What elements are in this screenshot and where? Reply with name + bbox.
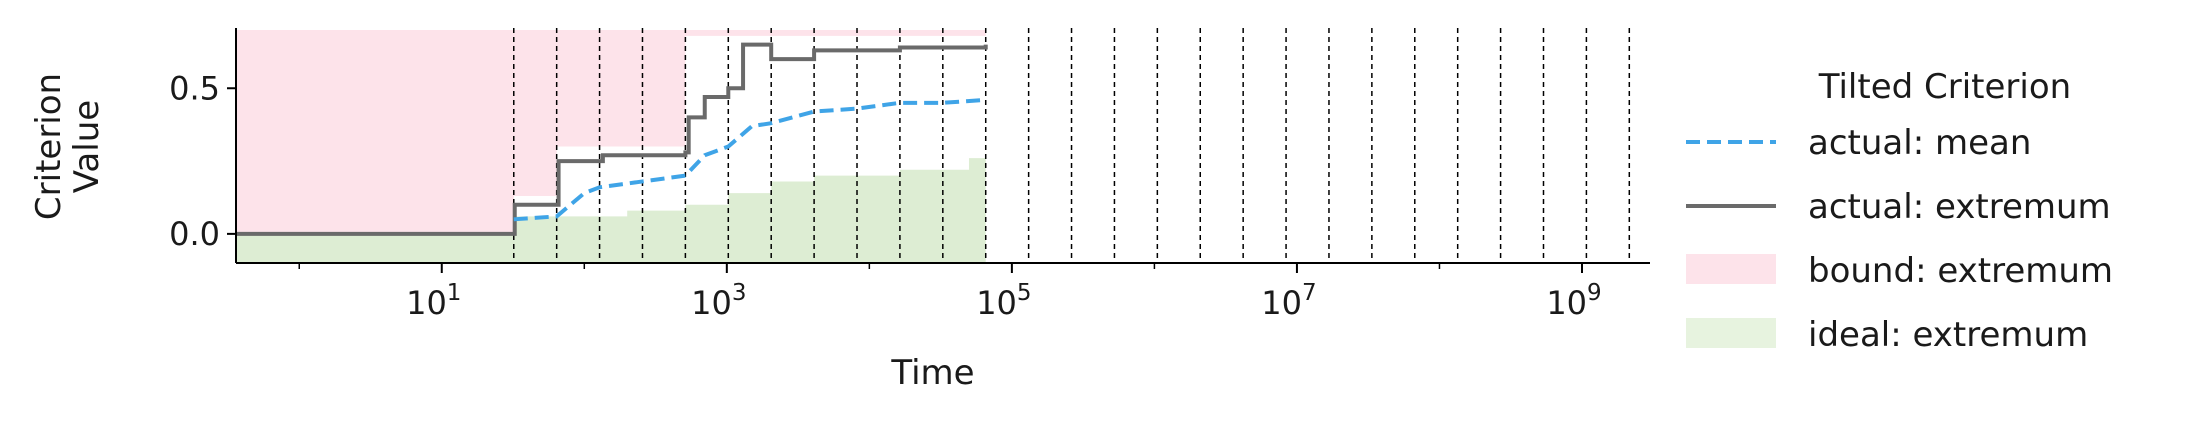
legend-swatch-patch (1686, 254, 1776, 284)
x-tick-label: 109 (1546, 280, 1601, 322)
bound-extremum-band (236, 30, 986, 263)
legend-swatch-patch (1686, 318, 1776, 348)
x-axis-label: Time (890, 353, 974, 393)
x-tick-label: 101 (406, 280, 461, 322)
actual-mean-line (513, 97, 986, 222)
legend-title: Tilted Criterion (1818, 67, 2071, 107)
legend-entry-label: actual: mean (1808, 123, 2031, 163)
x-tick-label: 103 (691, 280, 746, 322)
legend-entry-label: actual: extremum (1808, 187, 2111, 227)
x-tick-label: 105 (976, 280, 1031, 322)
legend-entry-label: bound: extremum (1808, 251, 2113, 291)
legend-entry-label: ideal: extremum (1808, 315, 2088, 355)
x-tick-label: 107 (1261, 280, 1316, 322)
plot-area (236, 28, 1631, 263)
ideal-extremum-band (236, 158, 986, 263)
y-axis-label: CriterionValue (29, 73, 107, 220)
y-tick-label: 0.0 (169, 215, 220, 253)
y-tick-label: 0.5 (169, 69, 220, 107)
actual-extremum-line (236, 42, 988, 236)
